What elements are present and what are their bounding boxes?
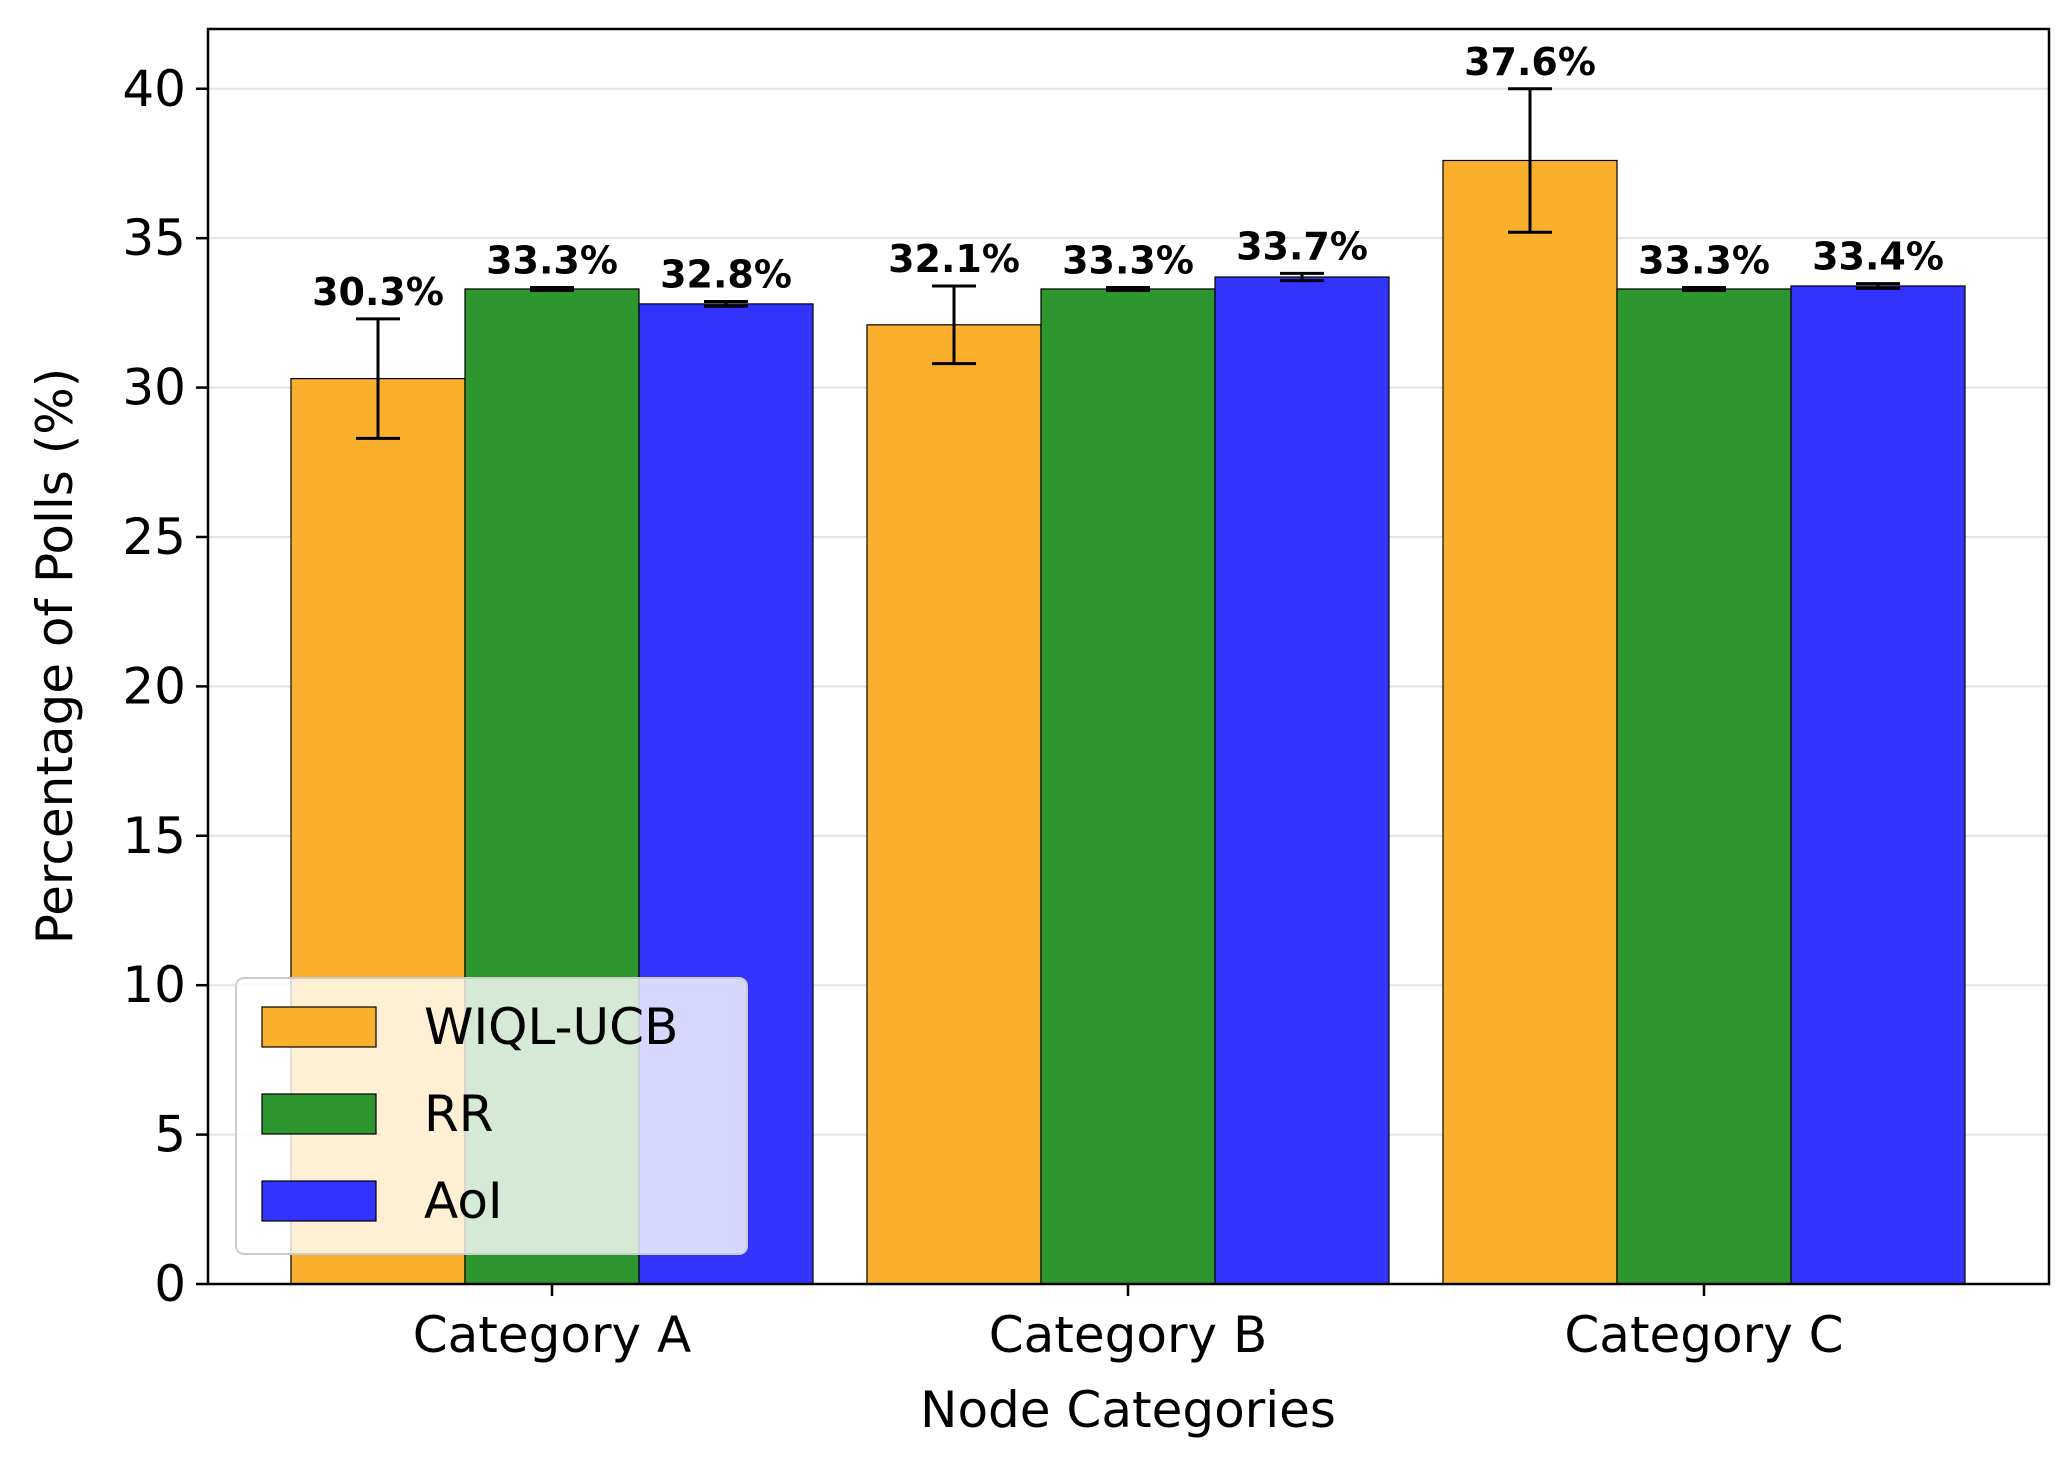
- legend: WIQL-UCB RR AoI: [235, 977, 748, 1255]
- y-axis: 0 5 10 15 20 25 30 35 40: [122, 60, 208, 1313]
- y-axis-title: Percentage of Polls (%): [26, 368, 84, 944]
- bar-rr: [1040, 288, 1216, 1285]
- x-tick-label: Category A: [413, 1306, 692, 1364]
- x-axis: Category A Category B Category C: [413, 1284, 1844, 1364]
- legend-swatch: [261, 1180, 377, 1222]
- x-axis-title: Node Categories: [920, 1381, 1336, 1439]
- y-tick-label: 5: [154, 1106, 186, 1164]
- y-tick-label: 35: [122, 209, 186, 267]
- value-labels: 30.3% 32.1% 37.6% 33.3% 33.3% 33.3% 32.8% 33.7%…: [312, 40, 1944, 314]
- data-label: 33.7%: [1236, 224, 1368, 268]
- y-tick-label: 20: [122, 657, 186, 715]
- data-label: 32.1%: [888, 237, 1020, 281]
- y-tick-label: 40: [122, 60, 186, 118]
- y-tick-label: 30: [122, 359, 186, 417]
- bar-rr: [1616, 288, 1792, 1285]
- data-label: 30.3%: [312, 270, 444, 314]
- x-tick-label: Category B: [989, 1306, 1268, 1364]
- data-label: 33.3%: [1638, 238, 1770, 282]
- y-tick-label: 15: [122, 807, 186, 865]
- error-bars: [356, 87, 1900, 440]
- legend-label: AoI: [424, 1172, 503, 1230]
- x-tick-label: Category C: [1564, 1306, 1843, 1364]
- y-tick-label: 10: [122, 956, 186, 1014]
- bar-wiql-ucb: [1442, 159, 1618, 1285]
- data-label: 33.3%: [486, 238, 618, 282]
- bar-aoi: [1790, 285, 1966, 1285]
- data-label: 33.4%: [1812, 235, 1944, 279]
- bar-aoi: [1214, 276, 1390, 1285]
- legend-label: RR: [424, 1085, 493, 1143]
- bar-wiql-ucb: [866, 324, 1042, 1285]
- legend-swatch: [261, 1006, 377, 1048]
- data-label: 33.3%: [1062, 238, 1194, 282]
- data-label: 32.8%: [660, 253, 792, 297]
- data-label: 37.6%: [1464, 40, 1596, 84]
- legend-swatch: [261, 1093, 377, 1135]
- legend-label: WIQL-UCB: [424, 998, 678, 1056]
- y-tick-label: 25: [122, 508, 186, 566]
- y-tick-label: 0: [154, 1255, 186, 1313]
